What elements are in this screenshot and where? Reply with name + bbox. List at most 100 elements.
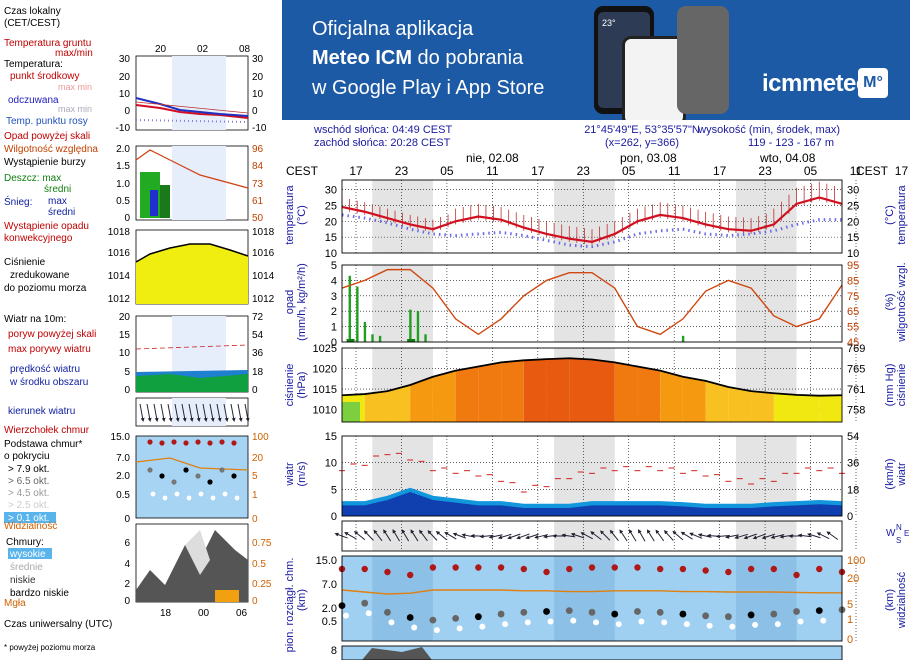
cloud-base-dot-light [570,617,577,624]
legend-tick: 1016 [252,248,275,259]
app-banner[interactable]: Oficjalna aplikacja Meteo ICM do pobrani… [282,0,910,120]
precip-bar [356,286,359,342]
legend-rain-max: Deszcz: max [4,173,61,184]
compass-letter: N [896,523,902,532]
pressure-segment [432,370,456,422]
cb-night [554,556,615,641]
cloud-top-dot [543,568,550,576]
legend-arrow [188,403,194,422]
tick-label: 1025 [313,343,337,355]
legend-wind-speed-2: w środku obszaru [9,377,88,388]
legend-cb-dot [159,440,165,446]
phone-image-3 [677,6,729,114]
legend-tick: 10 [119,89,131,100]
wind-panel [339,452,845,516]
cloud-base-dot [634,608,641,615]
tick-label: 0 [331,337,337,349]
cloud-dots [338,564,849,634]
pressure-segment [501,360,524,422]
cloud-base-dot-light [479,623,486,630]
legend-arrow [146,403,152,422]
wind-arrow [752,533,766,540]
legend-tick: 6 [124,538,130,549]
legend-cb-dot [162,495,168,501]
legend-tick: 0 [124,385,130,396]
axis-title: (°C) [884,205,896,225]
wind-arrow [353,531,366,541]
tick-label: 0 [847,511,853,523]
cloud-base-dot-light [502,621,509,628]
legend-convective-2: konwekcyjnego [4,233,73,244]
cloud-base-dot-light [797,618,804,625]
sunrise-text: wschód słońca: 04:49 CEST [313,124,452,136]
tz-label-right: CEST [856,164,889,178]
tick-label: 7.0 [322,579,337,591]
legend-tick: 54 [252,330,264,341]
wind-arrow [680,531,693,540]
hour-label: 11 [850,164,863,178]
wind-arrow [507,533,521,540]
legend-hour: 08 [239,44,251,55]
wind-arrow [435,530,447,541]
legend-arrow [209,403,215,422]
wind-arrow [743,533,757,540]
legend-dew-line [135,119,249,123]
tick-label: 20 [325,216,337,228]
legend-tick: 15.0 [111,432,131,443]
temperature-panel [341,181,843,249]
legend-humidity-line [135,149,249,189]
legend-clouds-mid: średnie [10,562,43,573]
cloud-base-dot-light [433,627,440,634]
cloud-top-dot [634,564,641,571]
night-band [372,265,433,342]
cloud-top-dot [452,564,459,571]
cloud-top-dot [588,564,596,571]
legend-hour: 20 [155,44,167,55]
legend-rain-avg: średni [44,184,71,195]
tick-label: 2.0 [322,603,337,615]
legend-temp: Temperatura: [4,59,63,70]
cloud-base-dot [474,613,482,621]
cloud-base-dot-light [456,625,463,632]
legend-tick: 0 [252,385,258,396]
wind-arrow [497,533,512,540]
tick-label: 95 [847,260,859,272]
legend-clouds-vlow: bardzo niskie [10,588,69,599]
tick-label: 5 [331,484,337,496]
legend-feel-maxmin: max min [58,104,92,114]
cloud-top-dot [793,571,800,579]
legend-tick: 1016 [108,248,131,259]
banner-line-2: do pobrania [412,47,524,69]
legend-cloud-top: Wierzchołek chmur [4,425,90,436]
cloud-base-dot-light [729,623,736,630]
precip-bar [424,334,427,342]
wind-arrow [689,532,703,539]
legend-arrow [237,403,243,422]
legend-clouds-area [136,530,248,602]
pressure-segment [478,362,502,422]
legend-cb-dot [171,439,177,445]
wind-arrow [826,531,839,540]
tick-label: 0.5 [322,616,337,628]
legend-arrow [202,403,208,422]
legend-convective: Wystąpienie opadu [4,221,89,232]
night-band [554,265,615,342]
legend-cb-dot [183,467,189,473]
legend-okt: > 2.5 okt. [8,500,49,511]
wind-arrow [609,529,619,542]
tick-label: 85 [847,275,859,287]
axis-title: pion. rozciągł. chm. [284,558,296,653]
cloud-base-dot-light [706,622,713,629]
cloud-base-dot-light [343,612,349,619]
legend-wind-speed: prędkość wiatru [10,364,80,375]
precip-bars [346,275,685,342]
hour-label: 17 [895,164,909,178]
legend-tick: 10 [119,348,131,359]
tick-label: 55 [847,322,859,334]
cloud-top-dot [384,568,391,576]
legend-tick: 15 [119,330,131,341]
hour-label: 23 [395,164,409,178]
cloud-top-dot [475,564,482,571]
legend-tick: 2.0 [116,471,130,482]
pressure-segment [637,366,661,422]
